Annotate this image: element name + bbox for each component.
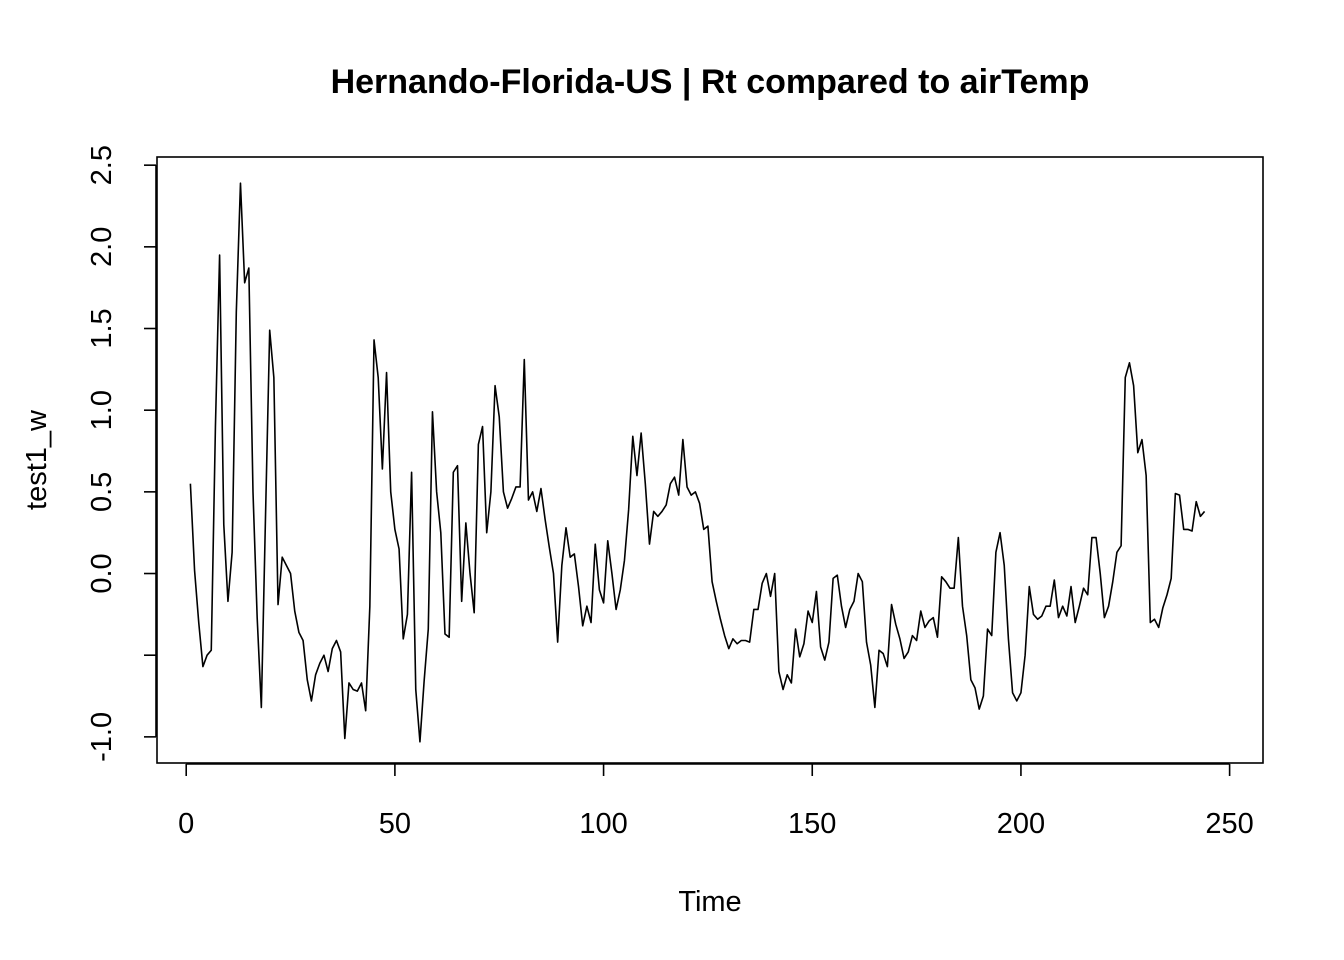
y-tick-label: 1.5 [86,308,118,348]
y-tick-label: 1.0 [86,390,118,430]
chart-title: Hernando-Florida-US | Rt compared to air… [331,63,1090,101]
series-line [189,182,1206,743]
y-tick-label: 0.5 [86,472,118,512]
x-axis-label: Time [678,886,741,918]
y-axis-label: test1_w [21,409,53,510]
x-tick-label: 250 [1205,808,1253,840]
series-layer [189,182,1206,743]
x-tick-label: 150 [788,808,836,840]
y-axis: -1.0 0.0 0.5 1.0 1.5 2.0 2.5 [86,145,157,762]
y-tick-label: -1.0 [86,712,118,762]
y-tick-label: 0.0 [86,553,118,593]
x-tick-label: 200 [997,808,1045,840]
x-tick-label: 100 [579,808,627,840]
y-tick-label: 2.0 [86,227,118,267]
x-tick-label: 50 [379,808,411,840]
y-tick-label: 2.5 [86,145,118,185]
plot-area-frame [156,156,1264,764]
x-tick-label: 0 [178,808,194,840]
x-axis: 0 50 100 150 200 250 [178,763,1254,840]
